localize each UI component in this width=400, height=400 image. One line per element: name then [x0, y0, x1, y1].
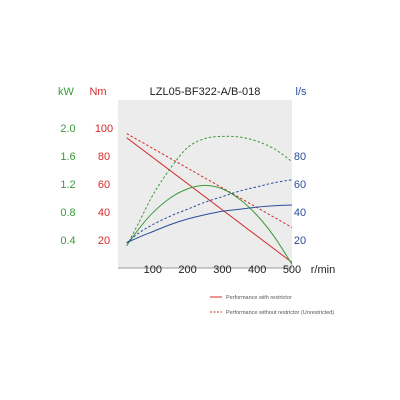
- curve-nm-solid: [126, 137, 293, 263]
- chart-title: LZL05-BF322-A/B-018: [150, 86, 261, 98]
- nm-tick: 40: [98, 207, 110, 219]
- kw-tick: 2.0: [60, 123, 75, 135]
- curve-kw-dashed: [126, 135, 293, 246]
- x-tick: 200: [178, 264, 196, 276]
- x-tick: 300: [213, 264, 231, 276]
- nm-tick: 60: [98, 179, 110, 191]
- kw-tick: 1.2: [60, 179, 75, 191]
- ls-axis-label: l/s: [296, 86, 308, 98]
- x-tick: 400: [248, 264, 266, 276]
- kw-tick: 0.4: [60, 235, 75, 247]
- legend: Performance with restrictor Performance …: [210, 295, 334, 316]
- ls-tick: 60: [294, 179, 306, 191]
- x-tick: 500: [283, 264, 301, 276]
- nm-ticks: 20 40 60 80 100: [95, 123, 113, 247]
- nm-tick: 20: [98, 235, 110, 247]
- curve-kw-solid: [126, 184, 293, 265]
- nm-axis-label: Nm: [89, 86, 106, 98]
- nm-tick: 100: [95, 123, 113, 135]
- nm-tick: 80: [98, 151, 110, 163]
- ls-tick: 80: [294, 151, 306, 163]
- ls-tick: 20: [294, 235, 306, 247]
- x-axis-label: r/min: [311, 264, 335, 276]
- curves-layer: [126, 133, 293, 265]
- legend-label-restricted: Performance with restrictor: [226, 295, 292, 301]
- legend-label-unrestricted: Performance without restrictor (Unrestri…: [226, 310, 334, 316]
- ls-ticks: 20 40 60 80: [294, 151, 306, 247]
- x-tick: 100: [144, 264, 162, 276]
- kw-axis-label: kW: [58, 86, 75, 98]
- kw-tick: 1.6: [60, 151, 75, 163]
- kw-ticks: 0.4 0.8 1.2 1.6 2.0: [60, 123, 75, 247]
- x-ticks: 100 200 300 400 500: [144, 264, 302, 276]
- curve-nm-dashed: [126, 133, 293, 228]
- curve-ls-solid: [126, 204, 293, 244]
- kw-tick: 0.8: [60, 207, 75, 219]
- curve-ls-dashed: [126, 179, 293, 244]
- ls-tick: 40: [294, 207, 306, 219]
